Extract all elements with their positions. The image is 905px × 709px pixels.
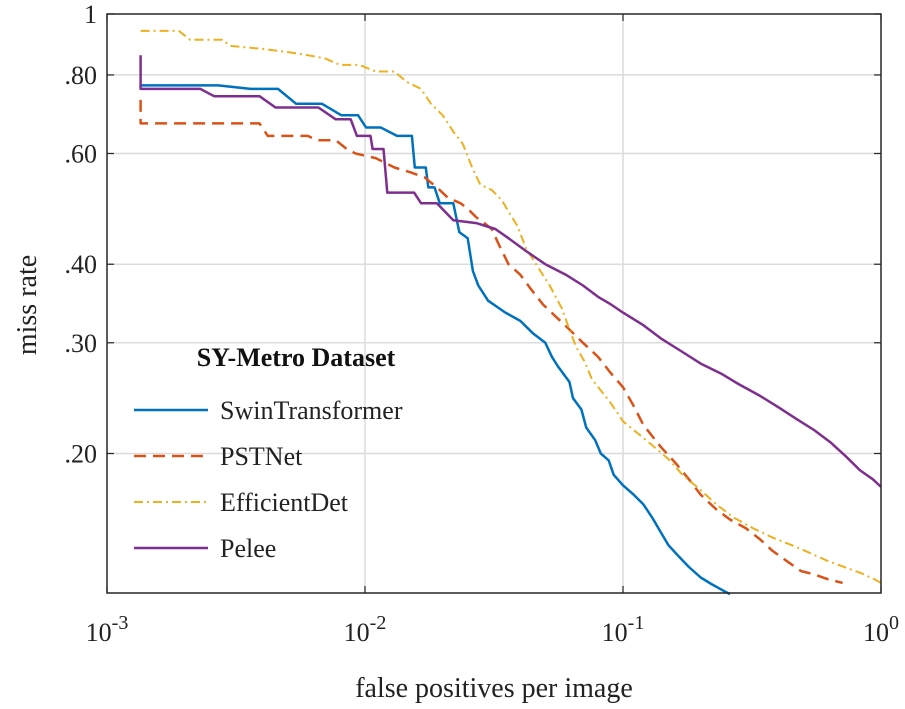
- legend-entries: SwinTransformer PSTNet EfficientDet Pelee: [134, 396, 403, 563]
- y-tick-label: 1: [84, 0, 97, 29]
- y-tick-label: .20: [65, 440, 98, 469]
- series-line-efficientdet: [140, 29, 882, 584]
- x-tick-label: 10-3: [86, 612, 129, 647]
- y-axis-label: miss rate: [12, 255, 43, 355]
- x-axis-label: false positives per image: [355, 673, 633, 704]
- legend-label-efficientdet: EfficientDet: [220, 488, 349, 517]
- grid-lines: [107, 14, 881, 593]
- y-tick-labels: .20 .30 .40 .60 .80 1: [65, 0, 98, 469]
- series-line-swintransformer: [140, 84, 731, 596]
- x-tick-label: 10-2: [344, 612, 387, 647]
- y-tick-label: .40: [65, 250, 98, 279]
- legend: SY-Metro Dataset SwinTransformer PSTNet Ef…: [134, 343, 403, 563]
- series-line-pelee: [139, 55, 882, 488]
- legend-label-pelee: Pelee: [220, 534, 276, 563]
- x-tick-labels: 10-3 10-2 10-1 100: [86, 612, 899, 647]
- tick-marks: [106, 13, 882, 593]
- legend-label-swintransformer: SwinTransformer: [220, 396, 403, 425]
- plot-frame: [106, 13, 882, 594]
- x-tick-label: 10-1: [602, 612, 645, 647]
- legend-title: SY-Metro Dataset: [197, 343, 396, 372]
- series-line-pstnet: [139, 99, 843, 585]
- series-layer: [139, 29, 882, 596]
- legend-label-pstnet: PSTNet: [220, 442, 303, 471]
- x-tick-label: 100: [863, 612, 899, 647]
- y-tick-label: .80: [65, 61, 98, 90]
- y-tick-label: .60: [65, 139, 98, 168]
- y-tick-label: .30: [65, 329, 98, 358]
